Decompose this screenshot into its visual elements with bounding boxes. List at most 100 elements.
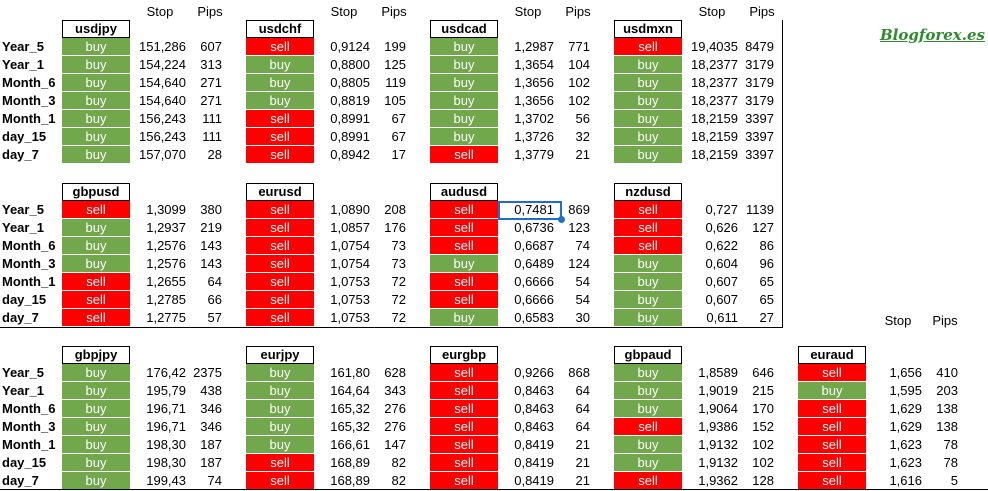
signal-cell[interactable]: buy xyxy=(430,309,498,327)
signal-cell[interactable]: sell xyxy=(430,472,498,490)
pips-value[interactable]: 21 xyxy=(575,147,590,162)
signal-cell[interactable]: sell xyxy=(246,201,314,219)
signal-cell[interactable]: buy xyxy=(246,400,314,418)
signal-cell[interactable]: sell xyxy=(430,237,498,255)
pips-value[interactable]: 102 xyxy=(568,93,590,108)
signal-cell[interactable]: buy xyxy=(430,128,498,146)
pips-value[interactable]: 203 xyxy=(936,383,958,398)
pips-value[interactable]: 82 xyxy=(391,455,406,470)
signal-cell[interactable]: buy xyxy=(62,364,130,382)
signal-cell[interactable]: sell xyxy=(798,418,866,436)
stop-value[interactable]: 196,71 xyxy=(146,401,186,416)
signal-cell[interactable]: sell xyxy=(430,364,498,382)
pips-value[interactable]: 2375 xyxy=(193,365,222,380)
signal-cell[interactable]: sell xyxy=(430,146,498,164)
pips-value[interactable]: 54 xyxy=(575,292,590,307)
pips-value[interactable]: 143 xyxy=(200,238,222,253)
stop-value[interactable]: 1,656 xyxy=(889,365,922,380)
pips-value[interactable]: 73 xyxy=(391,238,406,253)
signal-cell[interactable]: buy xyxy=(430,74,498,92)
stop-value[interactable]: 1,2576 xyxy=(146,256,186,271)
stop-value[interactable]: 0,9266 xyxy=(514,365,554,380)
stop-value[interactable]: 0,8805 xyxy=(330,75,370,90)
stop-value[interactable]: 1,0857 xyxy=(330,220,370,235)
signal-cell[interactable]: buy xyxy=(614,92,682,110)
pips-value[interactable]: 111 xyxy=(202,129,222,144)
stop-value[interactable]: 1,2775 xyxy=(146,310,186,325)
selected-cell-outline[interactable] xyxy=(498,201,562,220)
signal-cell[interactable]: buy xyxy=(62,454,130,472)
pips-value[interactable]: 138 xyxy=(936,419,958,434)
pips-value[interactable]: 96 xyxy=(759,256,774,271)
pips-value[interactable]: 21 xyxy=(575,455,590,470)
pips-value[interactable]: 3179 xyxy=(745,75,774,90)
signal-cell[interactable]: buy xyxy=(614,309,682,327)
pips-value[interactable]: 271 xyxy=(200,93,222,108)
pips-value[interactable]: 5 xyxy=(950,473,958,488)
signal-cell[interactable]: buy xyxy=(614,255,682,273)
signal-cell[interactable]: buy xyxy=(614,146,682,164)
stop-value[interactable]: 1,623 xyxy=(889,455,922,470)
signal-cell[interactable]: buy xyxy=(430,255,498,273)
pips-value[interactable]: 102 xyxy=(568,75,590,90)
stop-value[interactable]: 18,2377 xyxy=(691,57,738,72)
signal-cell[interactable]: sell xyxy=(798,364,866,382)
stop-value[interactable]: 1,2987 xyxy=(514,39,554,54)
stop-value[interactable]: 157,070 xyxy=(139,147,186,162)
stop-value[interactable]: 166,61 xyxy=(330,437,370,452)
signal-cell[interactable]: sell xyxy=(246,237,314,255)
pips-value[interactable]: 30 xyxy=(575,310,590,325)
pips-value[interactable]: 147 xyxy=(384,437,406,452)
stop-value[interactable]: 1,629 xyxy=(889,419,922,434)
pips-value[interactable]: 72 xyxy=(391,274,406,289)
stop-value[interactable]: 1,9386 xyxy=(698,419,738,434)
stop-value[interactable]: 1,9132 xyxy=(698,437,738,452)
signal-cell[interactable]: buy xyxy=(430,92,498,110)
signal-cell[interactable]: buy xyxy=(614,273,682,291)
stop-value[interactable]: 156,243 xyxy=(139,129,186,144)
stop-value[interactable]: 0,7481 xyxy=(514,202,554,217)
pips-value[interactable]: 66 xyxy=(207,292,222,307)
stop-value[interactable]: 151,286 xyxy=(139,39,186,54)
pips-value[interactable]: 1139 xyxy=(746,202,774,217)
pips-value[interactable]: 176 xyxy=(384,220,406,235)
stop-value[interactable]: 0,622 xyxy=(705,238,738,253)
stop-value[interactable]: 18,2159 xyxy=(691,147,738,162)
signal-cell[interactable]: sell xyxy=(246,146,314,164)
pips-value[interactable]: 607 xyxy=(200,39,222,54)
signal-cell[interactable]: sell xyxy=(246,110,314,128)
signal-cell[interactable]: buy xyxy=(62,472,130,490)
signal-cell[interactable]: sell xyxy=(614,237,682,255)
stop-value[interactable]: 1,9019 xyxy=(698,383,738,398)
stop-value[interactable]: 0,8463 xyxy=(514,401,554,416)
signal-cell[interactable]: sell xyxy=(798,454,866,472)
stop-value[interactable]: 1,3726 xyxy=(514,129,554,144)
pips-value[interactable]: 3397 xyxy=(745,147,774,162)
pips-value[interactable]: 67 xyxy=(391,129,406,144)
stop-value[interactable]: 168,89 xyxy=(330,473,370,488)
pips-value[interactable]: 628 xyxy=(384,365,406,380)
signal-cell[interactable]: sell xyxy=(430,273,498,291)
signal-cell[interactable]: buy xyxy=(246,382,314,400)
pips-value[interactable]: 8479 xyxy=(745,39,774,54)
pips-value[interactable]: 138 xyxy=(936,401,958,416)
stop-value[interactable]: 1,9362 xyxy=(698,473,738,488)
stop-value[interactable]: 0,6666 xyxy=(514,292,554,307)
stop-value[interactable]: 1,0753 xyxy=(330,310,370,325)
stop-value[interactable]: 198,30 xyxy=(146,455,186,470)
signal-cell[interactable]: sell xyxy=(246,454,314,472)
signal-cell[interactable]: buy xyxy=(62,436,130,454)
stop-value[interactable]: 1,0754 xyxy=(330,238,370,253)
stop-value[interactable]: 1,616 xyxy=(889,473,922,488)
stop-value[interactable]: 18,2159 xyxy=(691,129,738,144)
stop-value[interactable]: 0,6489 xyxy=(514,256,554,271)
stop-value[interactable]: 176,42 xyxy=(146,365,186,380)
signal-cell[interactable]: buy xyxy=(614,56,682,74)
signal-cell[interactable]: buy xyxy=(246,418,314,436)
stop-value[interactable]: 198,30 xyxy=(146,437,186,452)
signal-cell[interactable]: buy xyxy=(62,418,130,436)
pips-value[interactable]: 199 xyxy=(384,39,406,54)
signal-cell[interactable]: buy xyxy=(614,364,682,382)
stop-value[interactable]: 1,2655 xyxy=(146,274,186,289)
pips-value[interactable]: 143 xyxy=(200,256,222,271)
